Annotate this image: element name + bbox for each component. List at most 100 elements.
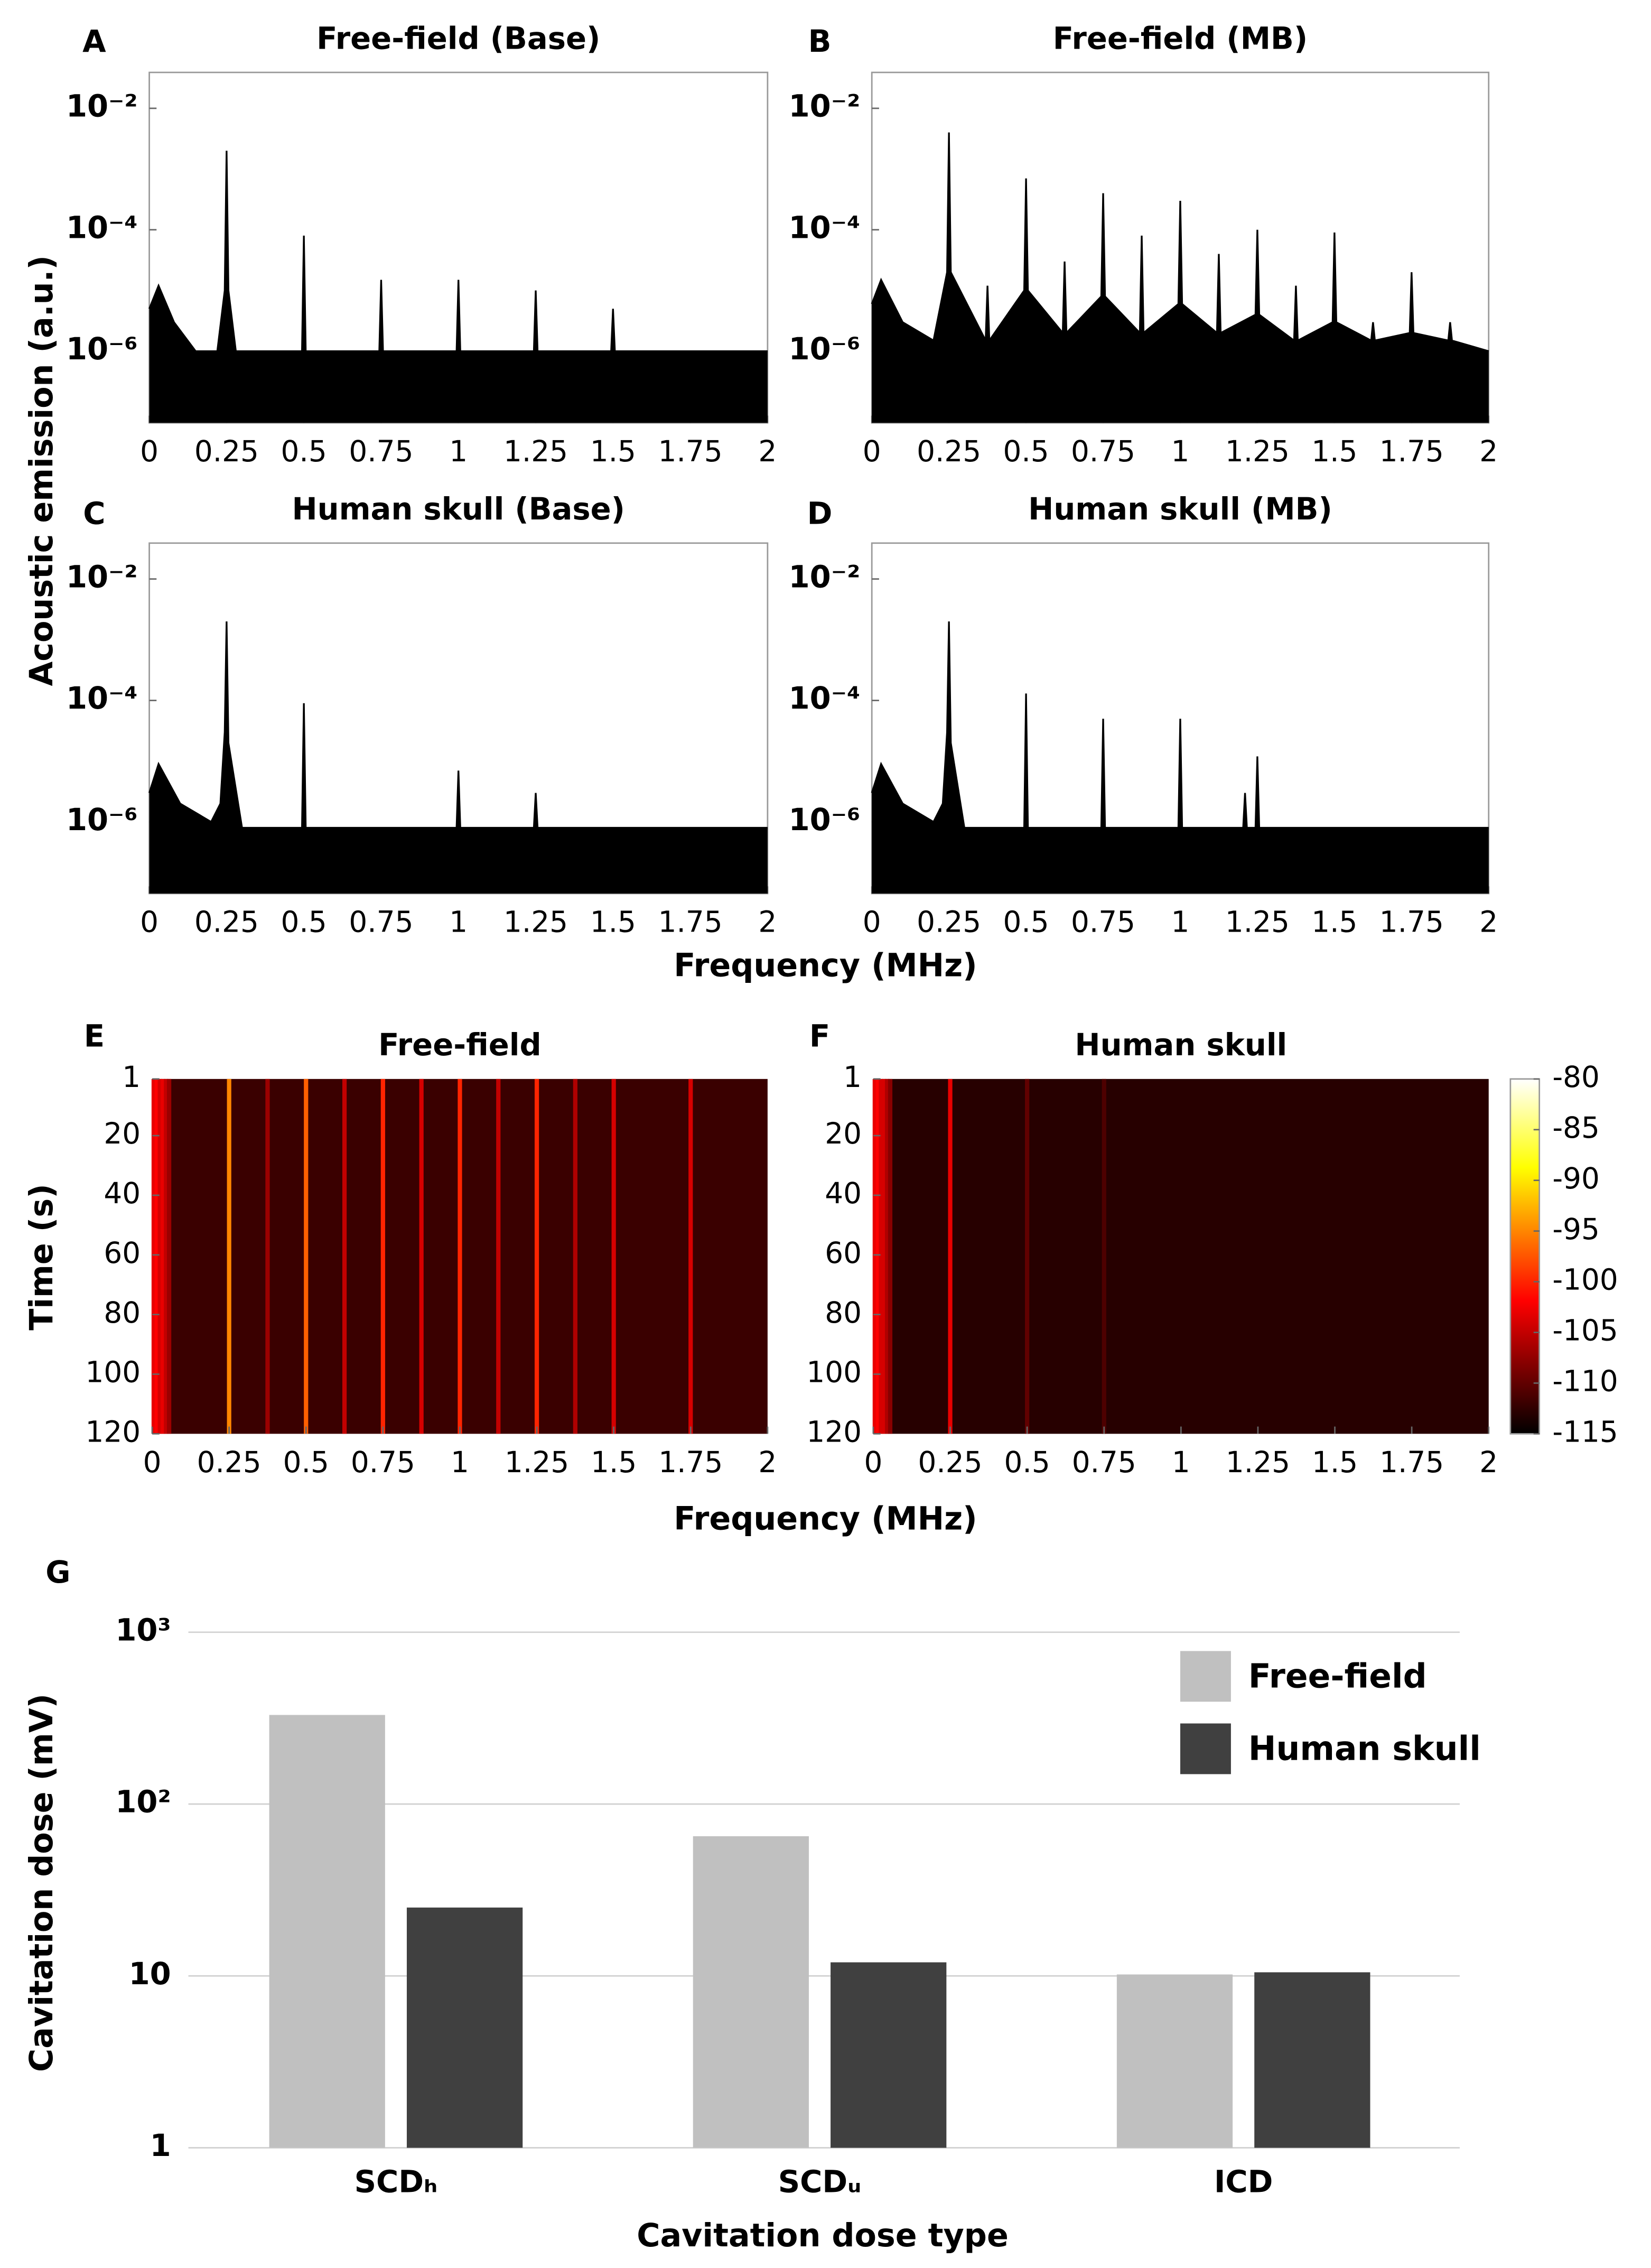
x-tick-label: 0.25	[917, 434, 981, 468]
x-tick-label: 1.25	[1226, 1445, 1290, 1479]
colorbar-tick-label: -115	[1552, 1415, 1618, 1448]
y-tick-label: 10⁻⁴	[789, 210, 861, 245]
x-tick-label: 1	[1171, 434, 1190, 468]
y-tick-label: 20	[104, 1117, 141, 1150]
heatmap-stripe	[458, 1079, 462, 1434]
colorbar-tick-label: -100	[1552, 1263, 1618, 1297]
heatmap-stripe	[1102, 1079, 1106, 1434]
bar	[831, 1962, 947, 2148]
x-tick-label: 1.5	[1312, 1445, 1358, 1479]
x-tick-label: 1.75	[658, 434, 723, 468]
x-tick-label: 2	[1479, 1445, 1498, 1479]
x-axis-label: Frequency (MHz)	[674, 947, 977, 984]
heatmap-stripe	[166, 1079, 172, 1434]
y-tick-label: 40	[825, 1176, 862, 1210]
heatmap-stripe	[611, 1079, 616, 1434]
heatmap-stripe	[534, 1079, 539, 1434]
panel-label: A	[82, 24, 106, 59]
x-tick-label: 1	[1171, 905, 1190, 939]
heatmap-stripe	[380, 1079, 385, 1434]
x-tick-label: 1	[1172, 1445, 1190, 1479]
colorbar-tick-label: -85	[1552, 1111, 1600, 1145]
x-tick-label: 0.25	[918, 1445, 983, 1479]
x-tick-label: 0.75	[351, 1445, 415, 1479]
y-tick-label: 10⁻⁴	[66, 681, 138, 716]
heatmap-stripe	[888, 1079, 893, 1434]
chart-title: Free-field (MB)	[1053, 21, 1308, 56]
y-tick-label: 10³	[115, 1612, 171, 1648]
x-tick-label: 1.25	[503, 434, 568, 468]
x-tick-label: 0.75	[1072, 1445, 1136, 1479]
y-tick-label: 10⁻²	[66, 559, 138, 594]
heatmap-stripe	[882, 1079, 887, 1434]
y-tick-label: 10⁻²	[789, 89, 861, 124]
y-tick-label: 10	[129, 1956, 171, 1992]
x-tick-label: 0.25	[194, 905, 259, 939]
y-tick-label: 10⁻²	[789, 559, 861, 594]
y-tick-label: 100	[806, 1355, 862, 1389]
x-tick-label: 1	[449, 905, 468, 939]
x-tick-label: 0.5	[1004, 1445, 1050, 1479]
x-tick-label: 0.25	[197, 1445, 262, 1479]
y-tick-label: 1	[843, 1060, 862, 1094]
x-tick-label: 0.5	[281, 434, 327, 468]
heatmap-stripe	[304, 1079, 309, 1434]
x-tick-label: 0.75	[1071, 905, 1135, 939]
panel-label: E	[84, 1019, 105, 1054]
x-tick-label: 0	[140, 434, 158, 468]
colorbar-tick-label: -90	[1552, 1161, 1600, 1195]
x-tick-label: 1.75	[1379, 905, 1444, 939]
y-tick-label: 1	[150, 2128, 171, 2163]
heatmap-stripe	[161, 1079, 165, 1434]
heatmap-stripe	[885, 1079, 890, 1434]
bar	[1254, 1972, 1370, 2148]
x-tick-label: 1.75	[1379, 434, 1444, 468]
chart-title: Human skull	[1075, 1027, 1287, 1063]
heatmap-stripe	[157, 1079, 162, 1434]
x-tick-label: 1.25	[505, 1445, 569, 1479]
x-tick-label: SCDₕ	[355, 2164, 438, 2200]
colorbar	[1509, 1078, 1541, 1435]
x-tick-label: 1.5	[1311, 434, 1357, 468]
x-tick-label: 0.75	[1071, 434, 1135, 468]
colorbar-tick-label: -105	[1552, 1314, 1618, 1347]
bar	[406, 1907, 523, 2148]
heatmap-stripe	[688, 1079, 693, 1434]
y-tick-label: 60	[825, 1236, 862, 1270]
bar	[269, 1715, 385, 2148]
panel-label: B	[808, 24, 832, 59]
y-tick-label: 60	[104, 1236, 141, 1270]
legend-swatch	[1180, 1651, 1231, 1702]
x-tick-label: 1.25	[503, 905, 568, 939]
y-tick-label: 10⁻⁶	[66, 331, 138, 367]
x-tick-label: 1	[449, 434, 468, 468]
chart-title: Human skull (MB)	[1028, 491, 1332, 527]
y-tick-label: 10⁻⁶	[66, 802, 138, 838]
x-tick-label: 2	[758, 434, 777, 468]
x-tick-label: 2	[1479, 905, 1498, 939]
x-tick-label: 2	[758, 1445, 777, 1479]
x-tick-label: 0.5	[281, 905, 327, 939]
x-tick-label: 0	[140, 905, 158, 939]
legend-label: Human skull	[1248, 1729, 1481, 1768]
spectrum-line	[871, 132, 1489, 352]
x-tick-label: 0.75	[349, 905, 413, 939]
y-tick-label: 20	[825, 1117, 862, 1150]
x-axis-label: Frequency (MHz)	[674, 1500, 977, 1537]
x-tick-label: 0.5	[283, 1445, 329, 1479]
x-tick-label: 1.5	[1311, 905, 1357, 939]
heatmap-stripe	[875, 1079, 880, 1434]
heatmap-stripe	[154, 1079, 159, 1434]
spectrum-line	[148, 621, 768, 829]
heatmap-stripe	[1025, 1079, 1030, 1434]
y-tick-label: 10⁻⁴	[789, 681, 861, 716]
x-tick-label: 1.75	[658, 905, 723, 939]
x-tick-label: SCDᵤ	[778, 2164, 862, 2200]
heatmap-stripe	[265, 1079, 270, 1434]
panel-label: C	[83, 496, 105, 531]
colorbar-tick-label: -95	[1552, 1212, 1600, 1246]
x-tick-label: 0	[864, 1445, 883, 1479]
heatmap-stripe	[496, 1079, 501, 1434]
